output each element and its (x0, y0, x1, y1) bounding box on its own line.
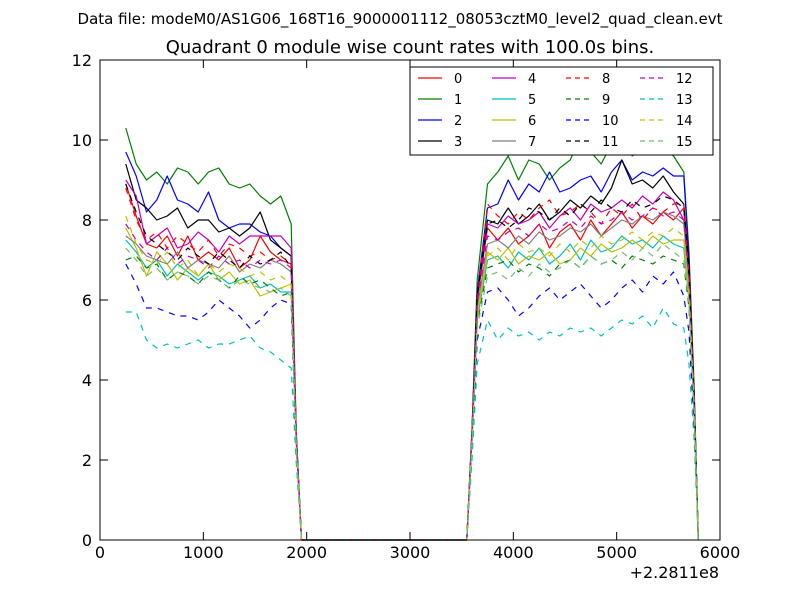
legend-label-0: 0 (454, 72, 462, 87)
legend-label-7: 7 (528, 135, 536, 150)
legend-label-14: 14 (676, 114, 693, 129)
x-offset-label: +2.2811e8 (630, 563, 719, 582)
legend-label-10: 10 (602, 114, 619, 129)
y-tick-label: 12 (72, 51, 92, 70)
series-line-10 (125, 263, 699, 541)
x-axis: 0 1000 2000 3000 4000 5000 6000 (95, 60, 740, 562)
figure-suptitle: Data file: modeM0/AS1G06_168T16_90000011… (78, 10, 723, 29)
x-tick-label: 6000 (700, 543, 741, 562)
series-line-8 (125, 187, 699, 541)
x-tick-label: 4000 (493, 543, 534, 562)
y-tick-label: 2 (82, 451, 92, 470)
y-tick-label: 10 (72, 131, 92, 150)
legend-label-1: 1 (454, 93, 462, 108)
legend-label-9: 9 (602, 93, 610, 108)
series-line-13 (125, 307, 699, 541)
y-tick-label: 6 (82, 291, 92, 310)
legend-label-13: 13 (676, 93, 693, 108)
y-tick-label: 0 (82, 531, 92, 550)
series-line-6 (125, 227, 699, 541)
series-line-11 (125, 183, 699, 541)
series-line-4 (125, 179, 699, 541)
x-tick-label: 1000 (183, 543, 224, 562)
x-tick-label: 2000 (286, 543, 327, 562)
legend-label-5: 5 (528, 93, 536, 108)
legend-label-3: 3 (454, 135, 462, 150)
legend-box (409, 66, 714, 156)
series-line-12 (125, 207, 699, 541)
legend-label-11: 11 (602, 135, 619, 150)
legend-label-12: 12 (676, 72, 693, 87)
series-line-1 (125, 127, 699, 541)
series-line-0 (125, 183, 699, 541)
y-tick-label: 8 (82, 211, 92, 230)
legend-label-15: 15 (676, 135, 693, 150)
series-line-2 (125, 151, 699, 541)
x-tick-label: 0 (95, 543, 105, 562)
legend-label-6: 6 (528, 114, 536, 129)
series-line-3 (125, 159, 699, 541)
series-line-15 (125, 243, 699, 541)
y-tick-label: 4 (82, 371, 92, 390)
series-layer (125, 127, 699, 541)
x-tick-label: 5000 (596, 543, 637, 562)
series-line-9 (125, 255, 699, 541)
chart-title: Quadrant 0 module wise count rates with … (166, 37, 655, 58)
series-line-5 (125, 235, 699, 541)
legend-label-8: 8 (602, 72, 610, 87)
legend-label-4: 4 (528, 72, 536, 87)
legend-label-2: 2 (454, 114, 462, 129)
x-tick-label: 3000 (390, 543, 431, 562)
